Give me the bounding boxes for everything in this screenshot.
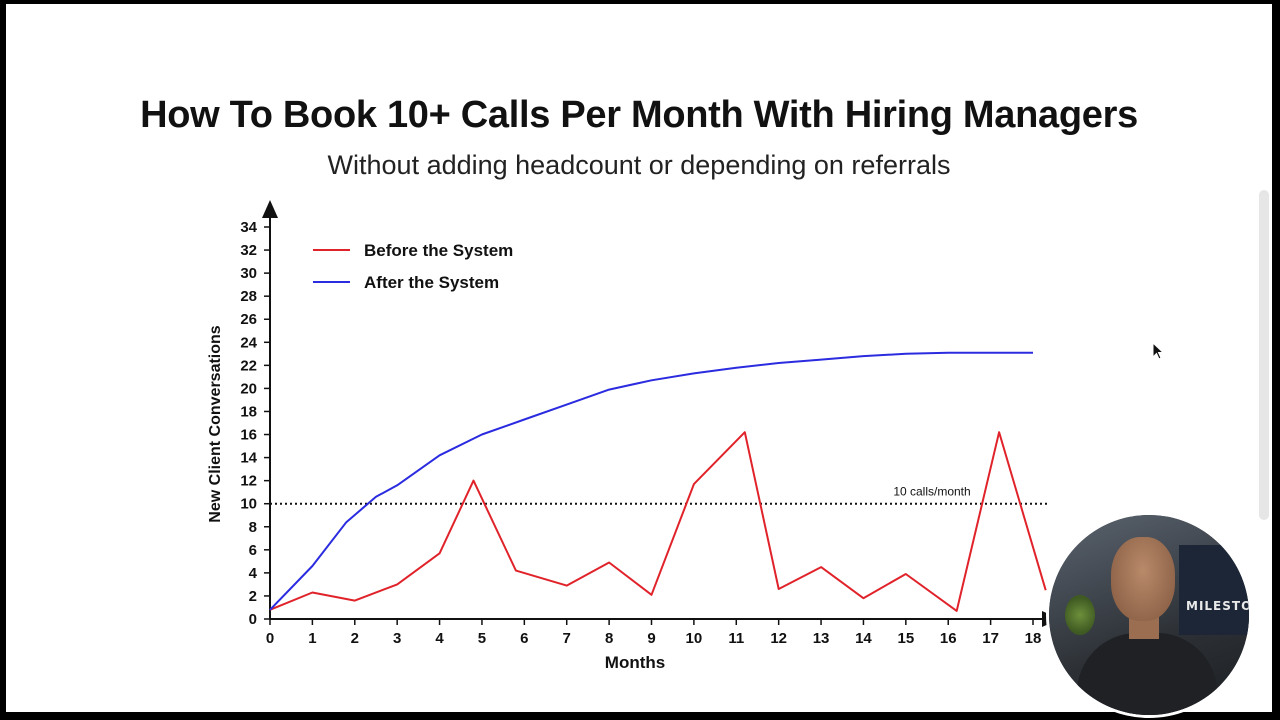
x-tick-label: 7 xyxy=(563,630,571,647)
y-tick-label: 16 xyxy=(240,427,257,444)
slide-subtitle: Without adding headcount or depending on… xyxy=(327,150,951,180)
y-tick-label: 32 xyxy=(240,242,257,259)
reference-line-label: 10 calls/month xyxy=(893,485,970,499)
legend: Before the System After the System xyxy=(313,241,513,292)
plant-decoration xyxy=(1065,595,1095,635)
y-tick-label: 22 xyxy=(240,357,257,374)
y-axis-label: New Client Conversations xyxy=(207,325,224,522)
x-tick-label: 0 xyxy=(266,630,274,647)
x-tick-label: 3 xyxy=(393,630,401,647)
x-tick-label: 6 xyxy=(520,630,528,647)
x-tick-label: 13 xyxy=(813,630,830,647)
series-line-before xyxy=(269,431,1047,612)
y-tick-label: 20 xyxy=(240,380,257,397)
x-tick-label: 15 xyxy=(897,630,914,647)
presenter-avatar xyxy=(1111,537,1175,621)
y-tick-label: 0 xyxy=(249,611,257,628)
y-tick-label: 6 xyxy=(249,542,257,559)
x-tick-label: 5 xyxy=(478,630,486,647)
x-tick-label: 9 xyxy=(647,630,655,647)
y-tick-label: 18 xyxy=(240,403,257,420)
x-tick-label: 2 xyxy=(351,630,359,647)
x-ticks: 0 1 2 3 4 5 6 7 8 9 10 11 12 13 14 15 16 17 18 xyxy=(266,619,1042,647)
y-tick-label: 34 xyxy=(240,219,257,236)
slide: How To Book 10+ Calls Per Month With Hir… xyxy=(6,4,1272,712)
x-tick-label: 8 xyxy=(605,630,613,647)
x-tick-label: 11 xyxy=(728,630,744,647)
series-line-after xyxy=(269,351,1033,611)
y-tick-label: 2 xyxy=(249,588,257,605)
x-tick-label: 18 xyxy=(1025,630,1042,647)
x-tick-label: 10 xyxy=(686,630,703,647)
y-tick-label: 24 xyxy=(240,334,257,351)
webcam-overlay: MILESTO xyxy=(1046,512,1252,718)
y-tick-label: 30 xyxy=(240,265,257,282)
slide-title: How To Book 10+ Calls Per Month With Hir… xyxy=(140,94,1138,136)
x-axis-label: Months xyxy=(605,653,665,672)
x-tick-label: 4 xyxy=(435,630,444,647)
wall-logo-panel xyxy=(1179,545,1249,635)
y-tick-label: 26 xyxy=(240,311,257,328)
y-tick-label: 10 xyxy=(240,496,257,513)
y-tick-label: 4 xyxy=(249,565,258,582)
x-tick-label: 14 xyxy=(855,630,872,647)
wall-logo-text: MILESTO xyxy=(1186,599,1252,613)
x-tick-label: 17 xyxy=(982,630,999,647)
legend-label-after: After the System xyxy=(364,273,499,292)
chart-axes: 0 1 2 3 4 5 6 7 8 9 10 11 12 13 14 15 16 17 18 02468101214… xyxy=(240,200,1060,647)
y-tick-label: 8 xyxy=(249,519,257,536)
mouse-cursor-icon xyxy=(1152,341,1166,367)
y-tick-label: 14 xyxy=(240,450,257,467)
scrollbar[interactable] xyxy=(1259,190,1269,520)
presenter-body xyxy=(1077,633,1217,715)
legend-label-before: Before the System xyxy=(364,241,513,260)
x-tick-label: 16 xyxy=(940,630,957,647)
x-tick-label: 1 xyxy=(308,630,316,647)
x-tick-label: 12 xyxy=(770,630,787,647)
y-tick-label: 12 xyxy=(240,473,257,490)
series-layer xyxy=(269,351,1047,612)
y-tick-label: 28 xyxy=(240,288,257,305)
